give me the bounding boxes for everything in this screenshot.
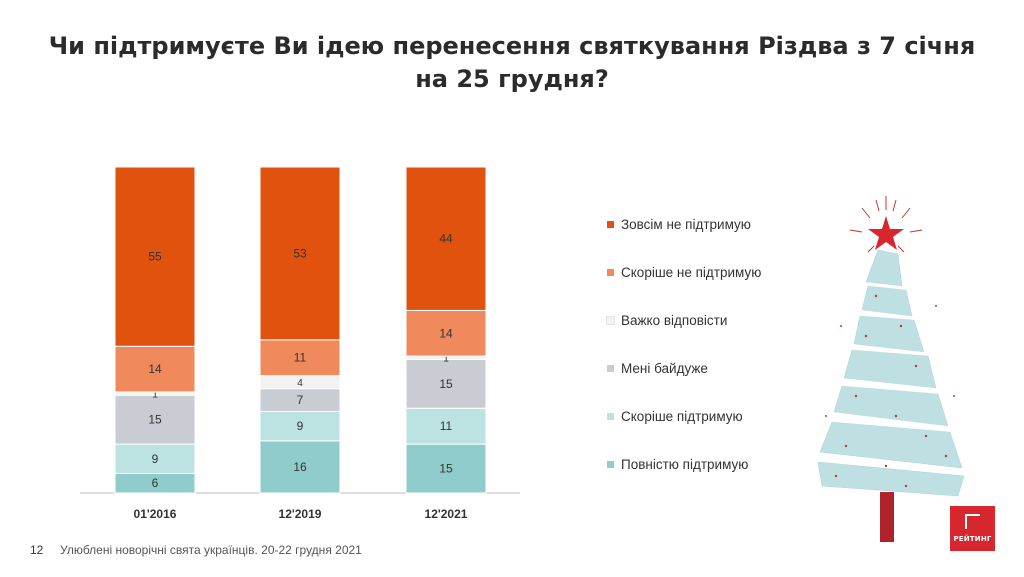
legend-item: Зовсім не підтримую (607, 214, 751, 234)
data-label: 16 (293, 460, 307, 474)
data-label: 1 (152, 390, 158, 401)
bar-segment (259, 411, 341, 442)
x-tick-label: 12'2021 (425, 507, 468, 521)
logo: РЕЙТИНГ (950, 506, 995, 551)
data-label: 9 (152, 452, 159, 466)
legend-swatch (607, 412, 614, 420)
data-label: 11 (440, 419, 453, 433)
legend-item: Скоріше не підтримую (607, 262, 761, 282)
stacked-bar-chart: 6 9 15 1 14 55 01'2016 16 9 7 4 11 53 12'2019 15 11 15 1 1… (80, 166, 520, 521)
data-label: 9 (297, 419, 304, 433)
bar-segment (405, 166, 487, 311)
page-number: 12 (30, 543, 44, 557)
legend-swatch (607, 220, 614, 228)
data-label: 15 (439, 462, 453, 476)
bar-segment (405, 443, 487, 494)
bar-segment (405, 309, 487, 357)
logo-text: РЕЙТИНГ (953, 535, 992, 543)
legend-item: Важко відповісти (606, 310, 728, 330)
data-label: 15 (439, 377, 453, 391)
legend-label: Зовсім не підтримую (621, 216, 751, 232)
data-label: 11 (294, 351, 307, 365)
data-label: 15 (148, 413, 162, 427)
source-note: Улюблені новорічні свята українців. 20-2… (60, 543, 362, 557)
bar-segment (259, 440, 341, 494)
legend-label: Скоріше підтримую (621, 408, 743, 424)
data-label: 7 (297, 393, 304, 407)
data-label: 53 (293, 246, 307, 260)
x-tick-label: 01'2016 (134, 507, 177, 521)
legend-swatch (607, 364, 614, 372)
legend-swatch (606, 315, 615, 325)
legend-label: Повністю підтримую (621, 456, 749, 472)
data-label: 6 (152, 476, 159, 490)
page-title: Чи підтримуєте Ви ідею перенесення святк… (48, 32, 976, 93)
bar-segment (405, 407, 487, 445)
x-tick-label: 12'2019 (279, 507, 322, 521)
logo-mark-icon (965, 514, 980, 529)
data-label: 55 (148, 250, 162, 264)
legend-label: Мені байдуже (621, 360, 708, 376)
data-label: 4 (297, 378, 303, 389)
bar-segment (114, 166, 196, 347)
legend-item: Скоріше підтримую (607, 406, 743, 426)
legend-label: Важко відповісти (621, 312, 728, 328)
bar-segment (405, 358, 487, 409)
bar-segment (259, 339, 341, 377)
legend-label: Скоріше не підтримую (621, 264, 762, 280)
legend-item: Повністю підтримую (607, 454, 748, 474)
data-label: 44 (439, 232, 453, 246)
legend-swatch (607, 268, 614, 276)
data-label: 14 (148, 362, 162, 376)
bar-segment (114, 394, 196, 445)
legend-swatch (607, 460, 614, 468)
legend-item: Мені байдуже (607, 358, 708, 378)
data-label: 1 (443, 354, 449, 365)
data-label: 14 (439, 326, 453, 340)
christmas-tree-icon (817, 196, 965, 542)
bar-segment (259, 166, 341, 341)
